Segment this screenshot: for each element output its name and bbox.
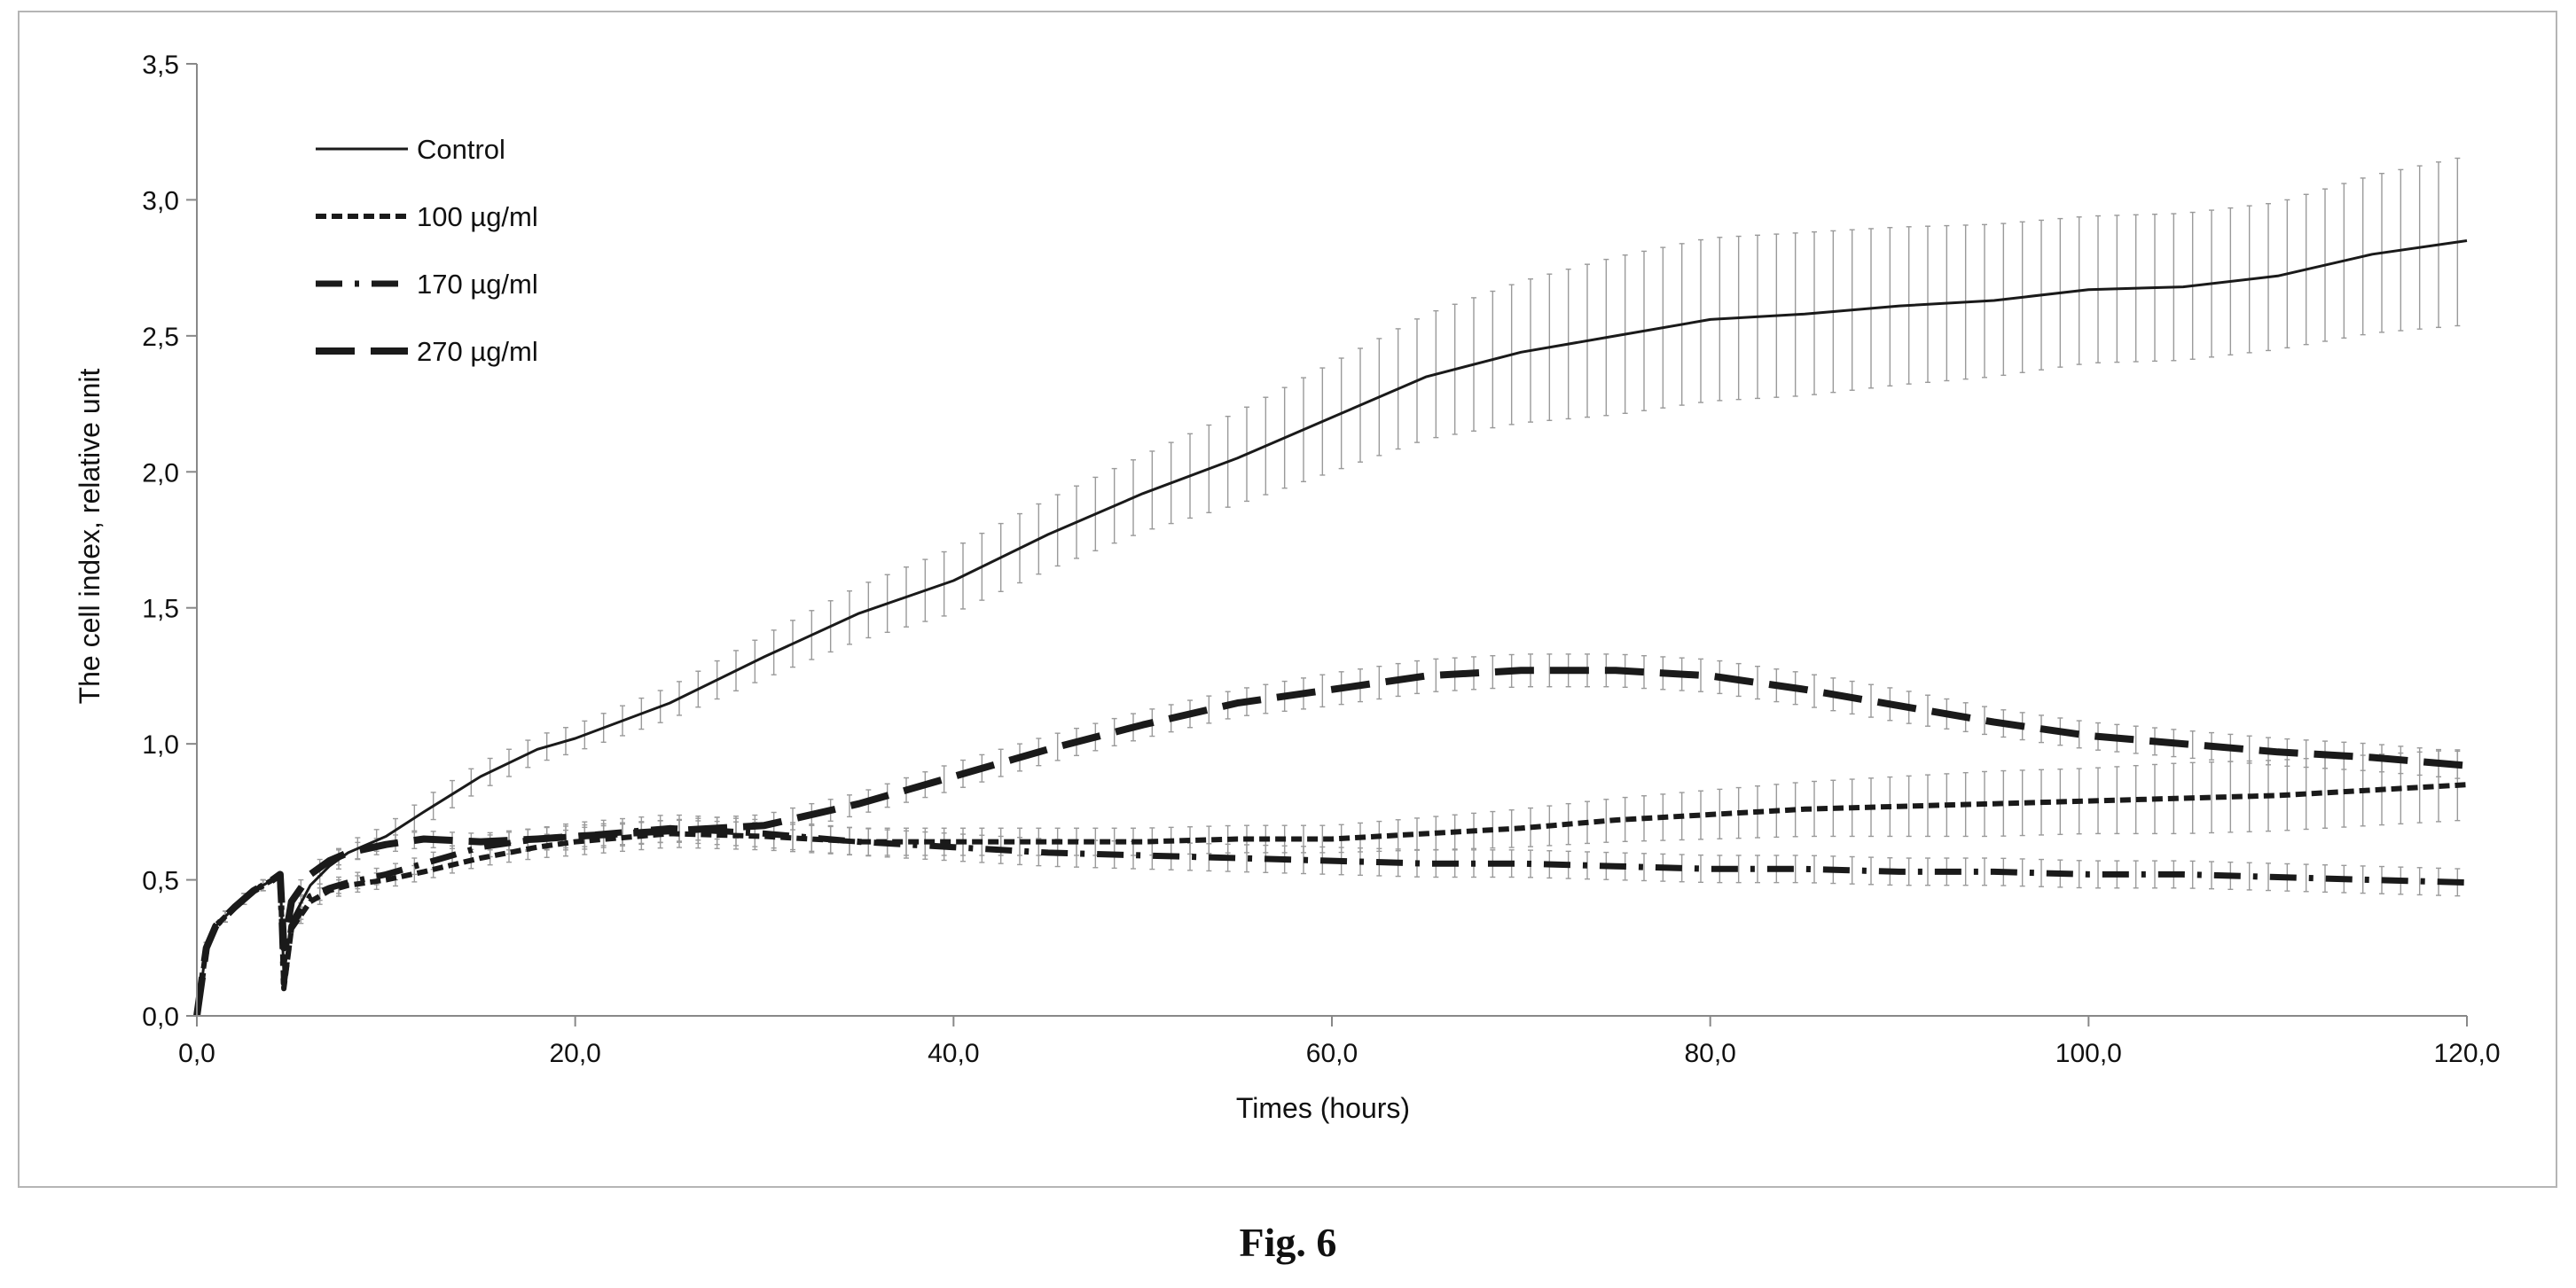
legend: Control 100 µg/ml 170 µg/ml 270 µg/ml — [316, 134, 538, 367]
legend-label: 170 µg/ml — [417, 269, 538, 300]
series-error-bars — [203, 653, 2461, 955]
legend-label: Control — [417, 134, 505, 165]
series-error-bars — [203, 157, 2461, 955]
y-tick-label: 3,0 — [142, 186, 179, 215]
y-tick-label: 2,0 — [142, 458, 179, 488]
x-axis-label: Times (hours) — [1236, 1092, 1410, 1124]
y-tick-label: 0,0 — [142, 1003, 179, 1032]
x-tick-label: 100,0 — [2055, 1039, 2122, 1068]
legend-label: 100 µg/ml — [417, 201, 538, 232]
series-line — [193, 667, 2468, 1017]
y-tick-label: 1,0 — [142, 730, 179, 760]
x-tick-label: 20,0 — [549, 1039, 600, 1068]
chart-frame — [18, 11, 2557, 1188]
y-tick-label: 3,5 — [142, 51, 179, 80]
y-tick-label: 1,5 — [142, 595, 179, 624]
y-axis-label: The cell index, relative unit — [74, 368, 106, 704]
y-tick-label: 2,5 — [142, 323, 179, 352]
series-line — [194, 782, 2468, 1017]
x-tick-label: 80,0 — [1684, 1039, 1735, 1068]
x-tick-label: 0,0 — [178, 1039, 215, 1068]
legend-label: 270 µg/ml — [417, 336, 538, 367]
series-error-bars — [203, 749, 2461, 955]
axes: 0,0 0,5 1,0 1,5 2,0 2,5 3,0 3,5 0,0 20,0 40,0 60,0 8… — [142, 51, 2500, 1068]
series-line — [193, 824, 2468, 1017]
y-tick-label: 0,5 — [142, 867, 179, 896]
x-tick-label: 40,0 — [928, 1039, 979, 1068]
series-lines — [193, 239, 2468, 1017]
figure-caption: Fig. 6 — [1239, 1220, 1337, 1265]
x-tick-label: 60,0 — [1306, 1039, 1358, 1068]
error-bars — [203, 157, 2461, 955]
x-tick-label: 120,0 — [2433, 1039, 2500, 1068]
